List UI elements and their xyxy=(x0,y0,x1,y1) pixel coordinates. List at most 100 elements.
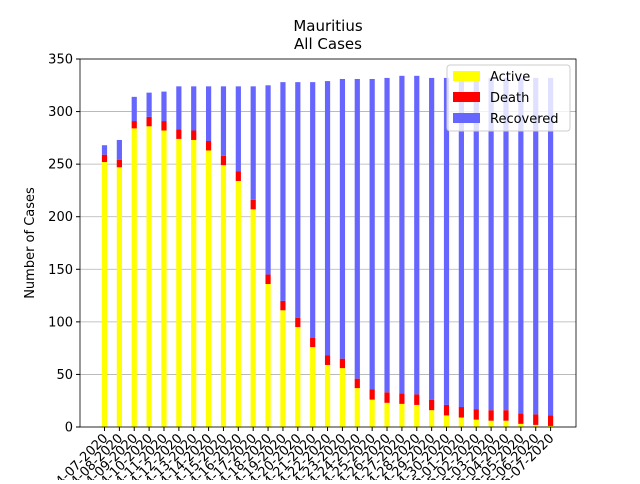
bar-segment xyxy=(488,77,494,411)
bar-segment xyxy=(518,77,524,414)
bar-segment xyxy=(443,415,450,427)
bar-segment xyxy=(220,86,227,156)
bar-segment xyxy=(384,392,390,403)
bar-segment xyxy=(265,274,271,285)
bar-segment xyxy=(101,162,108,428)
bar-segment xyxy=(101,145,108,155)
bar-segment xyxy=(265,85,271,275)
bar-segment xyxy=(369,389,375,400)
bar-segment xyxy=(488,410,494,421)
bar-segment xyxy=(339,368,346,427)
bar-segment xyxy=(548,425,554,427)
bar-segment xyxy=(295,327,301,427)
bar-segment xyxy=(250,209,256,427)
chart-title: Mauritius xyxy=(293,17,363,35)
legend-label: Recovered xyxy=(490,112,559,127)
bar-segment xyxy=(369,78,375,390)
bar-segment xyxy=(503,77,509,411)
bar-segment xyxy=(324,355,331,365)
bar-segment xyxy=(429,77,435,400)
bar-segment xyxy=(161,130,167,428)
bar-segment xyxy=(235,171,241,181)
bar-segment xyxy=(205,86,212,142)
bar-segment xyxy=(473,77,479,410)
bar-segment xyxy=(161,121,167,131)
y-tick-label: 0 xyxy=(65,421,73,436)
bar-segment xyxy=(518,423,524,427)
bar-segment xyxy=(146,92,152,117)
bar-segment xyxy=(473,409,479,420)
bar-segment xyxy=(146,126,152,427)
bar-segment xyxy=(384,77,390,393)
bar-segment xyxy=(503,420,509,427)
bar-segment xyxy=(443,77,450,405)
chart-subtitle: All Cases xyxy=(294,35,362,53)
bar-segment xyxy=(443,404,450,416)
bar-segment xyxy=(131,96,137,122)
bar-segment xyxy=(533,414,539,425)
y-tick-label: 150 xyxy=(48,263,73,278)
bar-segment xyxy=(339,358,346,369)
bar-segment xyxy=(116,167,122,427)
bar-segment xyxy=(339,78,346,359)
bar-segment xyxy=(176,86,182,130)
bar-segment xyxy=(354,378,360,389)
bar-segment xyxy=(310,347,316,427)
bar-segment xyxy=(414,404,420,427)
bar-segment xyxy=(548,77,554,416)
bar-segment xyxy=(354,78,360,379)
bar-segment xyxy=(369,399,375,427)
bar-segment xyxy=(414,75,420,395)
bar-segment xyxy=(399,393,405,404)
bar-segment xyxy=(280,300,286,311)
bar-segment xyxy=(176,129,182,139)
bar-segment xyxy=(310,82,316,338)
bar-segment xyxy=(205,150,212,427)
bar-segment xyxy=(324,81,331,356)
bar-segment xyxy=(280,82,286,301)
legend-swatch xyxy=(453,92,480,102)
y-tick-label: 100 xyxy=(48,315,73,330)
bar-segment xyxy=(116,139,122,160)
plot-frame xyxy=(79,58,577,428)
bar-segment xyxy=(131,121,137,129)
bar-segment xyxy=(205,141,212,151)
bar-segment xyxy=(295,317,301,328)
bar-segment xyxy=(250,199,256,210)
bar-segment xyxy=(518,413,524,424)
bar-segment xyxy=(191,86,197,131)
bar-segment xyxy=(310,337,316,348)
bar-segment xyxy=(488,420,494,427)
bar-segment xyxy=(250,86,256,200)
bar-segment xyxy=(265,284,271,427)
bar-segment xyxy=(399,403,405,427)
bar-segment xyxy=(176,138,182,427)
legend-swatch xyxy=(453,71,480,81)
y-axis-label: Number of Cases xyxy=(23,187,38,299)
y-tick-label: 250 xyxy=(48,158,73,173)
bar-segment xyxy=(235,86,241,172)
bar-segment xyxy=(429,399,435,411)
bar-segment xyxy=(235,180,241,427)
bar-segment xyxy=(324,364,331,427)
bar-segment xyxy=(399,75,405,394)
bar-segment xyxy=(533,77,539,415)
bar-segment xyxy=(458,417,464,427)
bar-segment xyxy=(191,139,197,427)
bar-segment xyxy=(280,310,286,427)
y-tick-label: 300 xyxy=(48,105,73,120)
legend-swatch xyxy=(453,113,480,123)
legend-label: Death xyxy=(490,91,529,106)
bar-segment xyxy=(458,77,464,408)
bar-segment xyxy=(131,128,137,427)
y-tick-label: 350 xyxy=(48,53,73,68)
y-tick-label: 50 xyxy=(56,368,73,383)
bar-segment xyxy=(146,116,152,127)
bar-segment xyxy=(414,394,420,405)
bar-segment xyxy=(220,165,227,428)
bar-segment xyxy=(161,91,167,122)
bar-segment xyxy=(101,154,108,163)
bar-segment xyxy=(354,388,360,427)
